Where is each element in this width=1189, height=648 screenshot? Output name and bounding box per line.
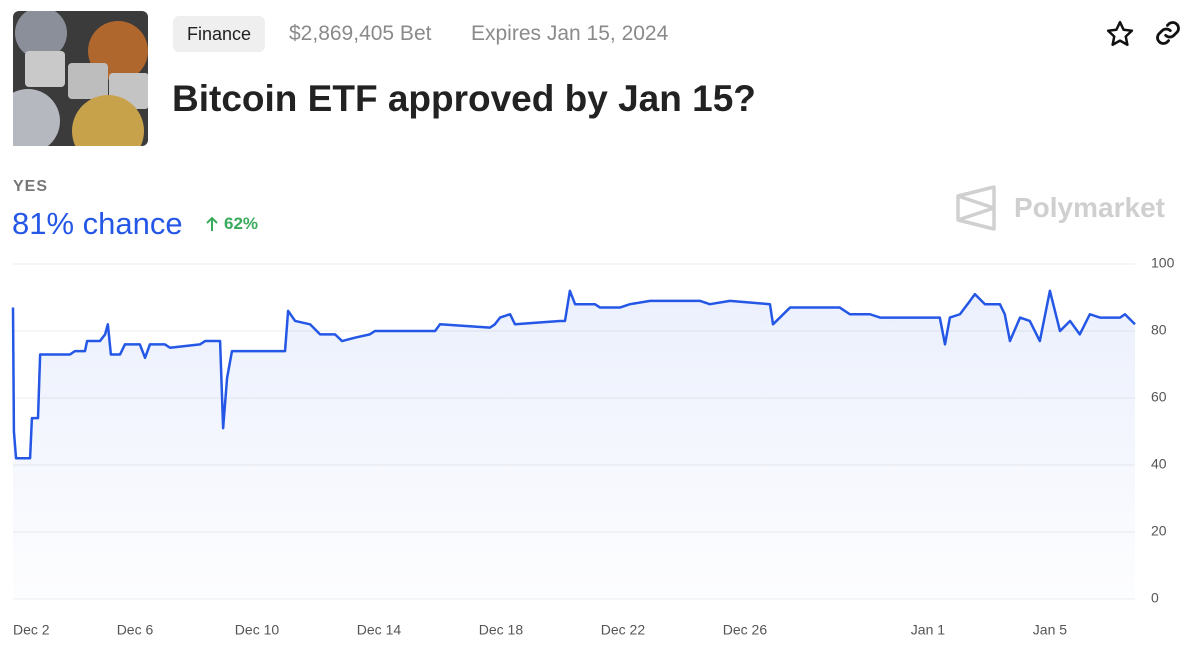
market-title: Bitcoin ETF approved by Jan 15?: [172, 78, 756, 119]
category-tag[interactable]: Finance: [173, 16, 265, 52]
y-tick-label: 80: [1151, 322, 1167, 338]
x-tick-label: Jan 5: [1033, 622, 1067, 638]
x-tick-label: Dec 26: [723, 622, 768, 638]
y-tick-label: 40: [1151, 456, 1167, 472]
x-tick-label: Dec 2: [13, 622, 50, 638]
up-arrow: [206, 216, 218, 231]
y-tick-label: 20: [1151, 523, 1167, 539]
x-tick-label: Dec 6: [117, 622, 154, 638]
thumbnail: [13, 11, 148, 146]
y-tick-label: 100: [1151, 255, 1175, 271]
brand: Polymarket: [1014, 192, 1165, 223]
x-tick-label: Dec 22: [601, 622, 646, 638]
y-tick-label: 60: [1151, 389, 1167, 405]
line: [11, 289, 1136, 460]
area: [13, 290, 1135, 599]
y-tick-label: 0: [1151, 590, 1159, 606]
star-button[interactable]: [1105, 19, 1135, 49]
x-tick-label: Dec 18: [479, 622, 524, 638]
brand-logo: [956, 185, 996, 231]
expiry: Expires Jan 15, 2024: [471, 22, 669, 45]
x-tick-label: Jan 1: [911, 622, 945, 638]
x-tick-label: Dec 10: [235, 622, 280, 638]
link-button[interactable]: [1154, 19, 1182, 47]
change: 62%: [224, 214, 259, 233]
x-tick-label: Dec 14: [357, 622, 402, 638]
chance: 81% chance: [12, 206, 183, 241]
volume: $2,869,405 Bet: [289, 22, 432, 45]
outcome-label: YES: [13, 178, 49, 195]
